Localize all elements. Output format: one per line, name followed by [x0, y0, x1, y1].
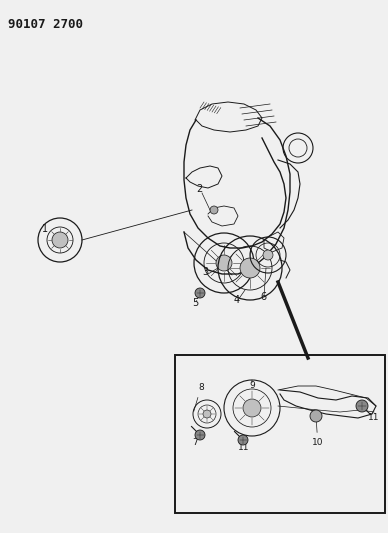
Text: 9: 9	[249, 380, 255, 390]
Text: 10: 10	[312, 419, 324, 447]
Text: 8: 8	[194, 383, 204, 411]
Circle shape	[195, 288, 205, 298]
Text: 11: 11	[238, 440, 249, 452]
Circle shape	[240, 258, 260, 278]
Text: 7: 7	[192, 435, 200, 447]
Text: 5: 5	[192, 298, 198, 308]
Circle shape	[195, 430, 205, 440]
Text: 11: 11	[364, 408, 379, 422]
Circle shape	[238, 435, 248, 445]
Circle shape	[203, 410, 211, 418]
Text: 2: 2	[196, 184, 202, 194]
Circle shape	[243, 399, 261, 417]
Circle shape	[52, 232, 68, 248]
Circle shape	[263, 250, 273, 260]
Text: 90107 2700: 90107 2700	[8, 18, 83, 31]
Circle shape	[216, 255, 232, 271]
Circle shape	[210, 206, 218, 214]
Text: 6: 6	[260, 292, 266, 302]
Text: 3: 3	[202, 267, 208, 277]
Circle shape	[310, 410, 322, 422]
Circle shape	[356, 400, 368, 412]
Bar	[175, 355, 385, 513]
Text: 4: 4	[234, 295, 240, 305]
Text: 1: 1	[42, 224, 48, 234]
